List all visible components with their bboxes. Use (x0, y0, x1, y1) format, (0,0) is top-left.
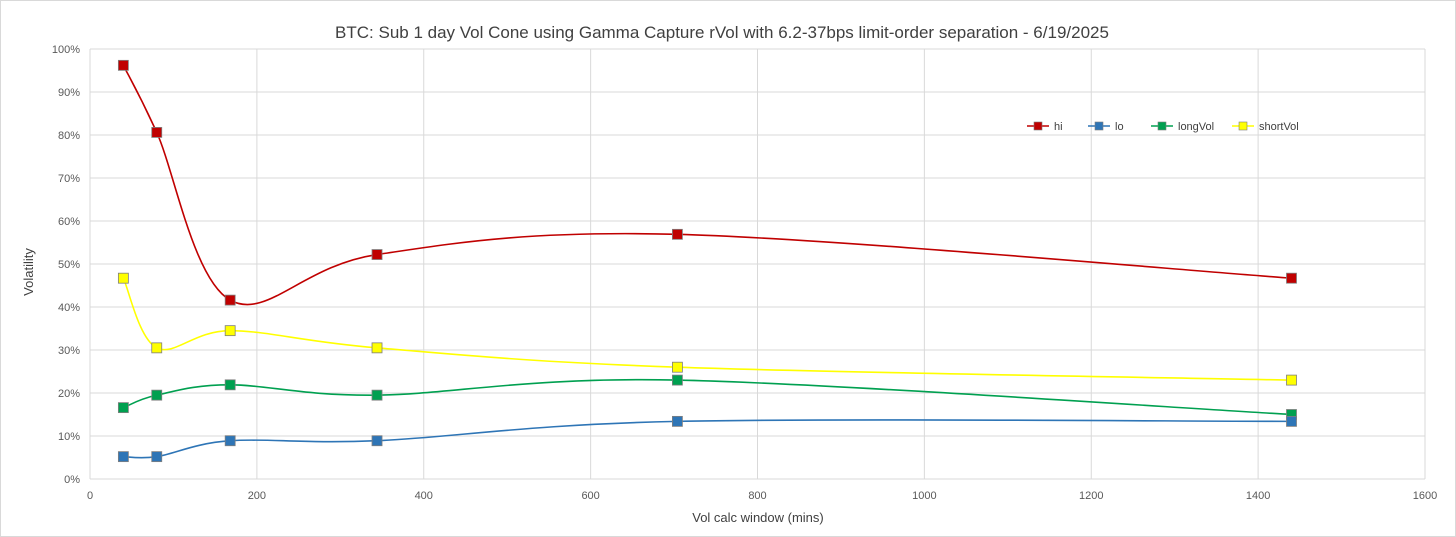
legend-marker (1033, 121, 1043, 131)
legend: hi lo longVol shortVol (1027, 121, 1299, 133)
point-longvol (117, 402, 129, 414)
series-markers (117, 59, 1297, 463)
point-hi (371, 249, 383, 260)
legend-label-hi: hi (1054, 121, 1063, 133)
point-lo (672, 415, 683, 427)
point-lo (1286, 415, 1297, 427)
y-tick-label: 90% (58, 87, 80, 99)
x-tick-label: 200 (248, 490, 266, 502)
legend-marker (1094, 121, 1104, 131)
point-shortvol (672, 361, 683, 373)
x-tick-label: 0 (87, 490, 93, 502)
point-shortvol (151, 342, 163, 354)
x-axis-label: Vol calc window (mins) (692, 510, 824, 525)
series-line-shortvol (122, 277, 1292, 381)
x-tick-label: 800 (748, 490, 766, 502)
point-hi (1286, 272, 1297, 284)
series-line-lo (123, 419, 1292, 459)
y-tick-label: 70% (58, 173, 80, 185)
legend-label-lo: lo (1115, 121, 1124, 133)
legend-label-shortvol: shortVol (1259, 121, 1299, 133)
point-hi (117, 59, 129, 71)
y-tick-label: 0% (64, 474, 80, 486)
y-tick-label: 30% (58, 345, 80, 357)
point-longvol (151, 389, 163, 401)
y-tick-label: 10% (58, 431, 80, 443)
point-lo (151, 451, 163, 463)
y-tick-label: 60% (58, 216, 80, 228)
point-shortvol (224, 325, 236, 337)
grid-lines (89, 48, 1426, 480)
x-tick-label: 1200 (1079, 490, 1103, 502)
series-line-hi (122, 64, 1292, 306)
y-tick-label: 50% (58, 259, 80, 271)
series-line-longvol (123, 378, 1292, 416)
point-hi (672, 228, 683, 240)
y-tick-label: 100% (52, 44, 80, 56)
y-axis-label: Volatility (21, 248, 36, 296)
point-shortvol (1286, 374, 1297, 386)
legend-label-longvol: longVol (1178, 121, 1214, 133)
point-lo (117, 451, 129, 463)
y-tick-label: 40% (58, 302, 80, 314)
x-tick-label: 1000 (912, 490, 936, 502)
x-tick-label: 1600 (1413, 490, 1437, 502)
point-lo (224, 435, 236, 447)
point-lo (371, 435, 383, 447)
x-axis-ticks: 0 200 400 600 800 1000 1200 1400 1600 (87, 490, 1437, 502)
y-tick-label: 80% (58, 130, 80, 142)
series-lines (122, 64, 1292, 459)
point-hi (224, 294, 236, 306)
legend-marker (1157, 121, 1167, 131)
point-shortvol (117, 272, 129, 284)
chart-title: BTC: Sub 1 day Vol Cone using Gamma Capt… (335, 23, 1109, 42)
x-tick-label: 400 (415, 490, 433, 502)
point-shortvol (371, 342, 383, 354)
point-longvol (672, 374, 683, 386)
point-longvol (224, 379, 236, 391)
point-longvol (371, 389, 383, 401)
y-tick-label: 20% (58, 388, 80, 400)
y-axis-ticks: 0% 10% 20% 30% 40% 50% 60% 70% 80% 90% 100% (52, 44, 80, 486)
x-tick-label: 600 (581, 490, 599, 502)
x-tick-label: 1400 (1246, 490, 1270, 502)
point-hi (151, 127, 163, 138)
legend-marker (1238, 121, 1248, 131)
